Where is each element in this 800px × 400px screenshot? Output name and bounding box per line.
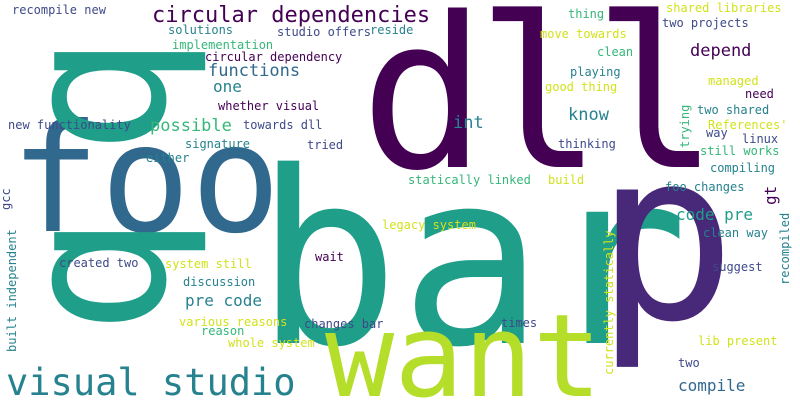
word-depend: depend xyxy=(690,41,752,61)
word-gcc: gcc xyxy=(0,188,13,210)
word-clean-top: clean xyxy=(597,45,634,59)
word-suggest: suggest xyxy=(712,260,763,274)
word-managed: managed xyxy=(708,74,759,88)
word-foo: foo xyxy=(10,93,281,267)
word-way: way xyxy=(706,126,728,140)
word-thinking: thinking xyxy=(558,137,616,151)
word-int: int xyxy=(453,113,484,133)
word-gt: gt xyxy=(761,185,780,205)
word-recompile-new: recompile new xyxy=(12,3,106,17)
word-whether-visual: whether visual xyxy=(218,99,320,113)
word-built-independent: built independent xyxy=(5,229,19,352)
word-need: need xyxy=(745,87,774,101)
word-lib-present: lib present xyxy=(698,334,778,348)
word-new-functionality: new functionality xyxy=(8,118,131,132)
word-two-projects: two projects xyxy=(662,16,749,30)
word-studio-offers: studio offers xyxy=(277,25,371,39)
word-want: want xyxy=(325,290,602,400)
word-towards-dll: towards dll xyxy=(243,118,323,132)
word-circular-dependency: circular dependency xyxy=(205,50,343,64)
word-system-still: system still xyxy=(165,257,252,271)
word-trying: trying xyxy=(678,104,692,148)
word-q-top: q xyxy=(0,34,212,156)
word-created-two: created two xyxy=(59,256,139,270)
word-various-reasons: various reasons xyxy=(179,315,288,329)
word-functions: functions xyxy=(208,61,301,81)
word-playing: playing xyxy=(570,65,621,79)
word-times: times xyxy=(501,316,538,330)
word-p: p xyxy=(595,101,737,374)
word-currently-statically: currently statically xyxy=(602,230,616,376)
word-code-pre: code pre xyxy=(676,205,754,224)
word-still-works: still works xyxy=(700,144,780,158)
word-two-shared: two shared xyxy=(697,103,770,117)
word-solutions: solutions xyxy=(168,23,234,37)
word-bar: bar xyxy=(255,120,689,400)
word-thing: thing xyxy=(568,7,605,21)
word-tried: tried xyxy=(307,138,344,152)
word-implementation: implementation xyxy=(172,38,274,52)
word-recompiled: recompiled xyxy=(778,212,792,285)
word-compiling: compiling xyxy=(710,161,776,175)
word-dll: dll xyxy=(360,0,719,217)
word-good-thing: good thing xyxy=(545,80,618,94)
word-discussion: discussion xyxy=(183,275,256,289)
word-references: References' xyxy=(708,118,788,132)
word-changes-bar: changes bar xyxy=(304,317,384,331)
word-visual-studio: visual studio xyxy=(6,361,296,400)
word-move-towards: move towards xyxy=(540,27,627,41)
word-wait: wait xyxy=(315,250,344,264)
word-possible: possible xyxy=(150,116,232,136)
word-compile: compile xyxy=(678,376,746,395)
word-shared-libraries: shared libraries xyxy=(666,1,782,15)
word-linux: linux xyxy=(742,132,779,146)
word-know: know xyxy=(568,105,609,125)
word-either: either xyxy=(146,151,190,165)
word-statically-linked: statically linked xyxy=(408,173,531,187)
word-one: one xyxy=(213,77,242,96)
word-signature: signature xyxy=(185,137,251,151)
word-q-bottom: q xyxy=(0,214,212,336)
word-clean-way: clean way xyxy=(703,226,769,240)
word-foo-changes: foo changes xyxy=(665,180,745,194)
word-reason: reason xyxy=(201,324,245,338)
word-legacy-system: legacy system xyxy=(382,218,476,232)
word-reside: reside xyxy=(370,23,414,37)
word-build: build xyxy=(548,173,585,187)
word-whole-system: whole system xyxy=(228,336,315,350)
word-two-bottom: two xyxy=(678,356,700,370)
word-circular-dependencies: circular dependencies xyxy=(152,3,431,28)
word-pre-code: pre code xyxy=(185,291,263,310)
